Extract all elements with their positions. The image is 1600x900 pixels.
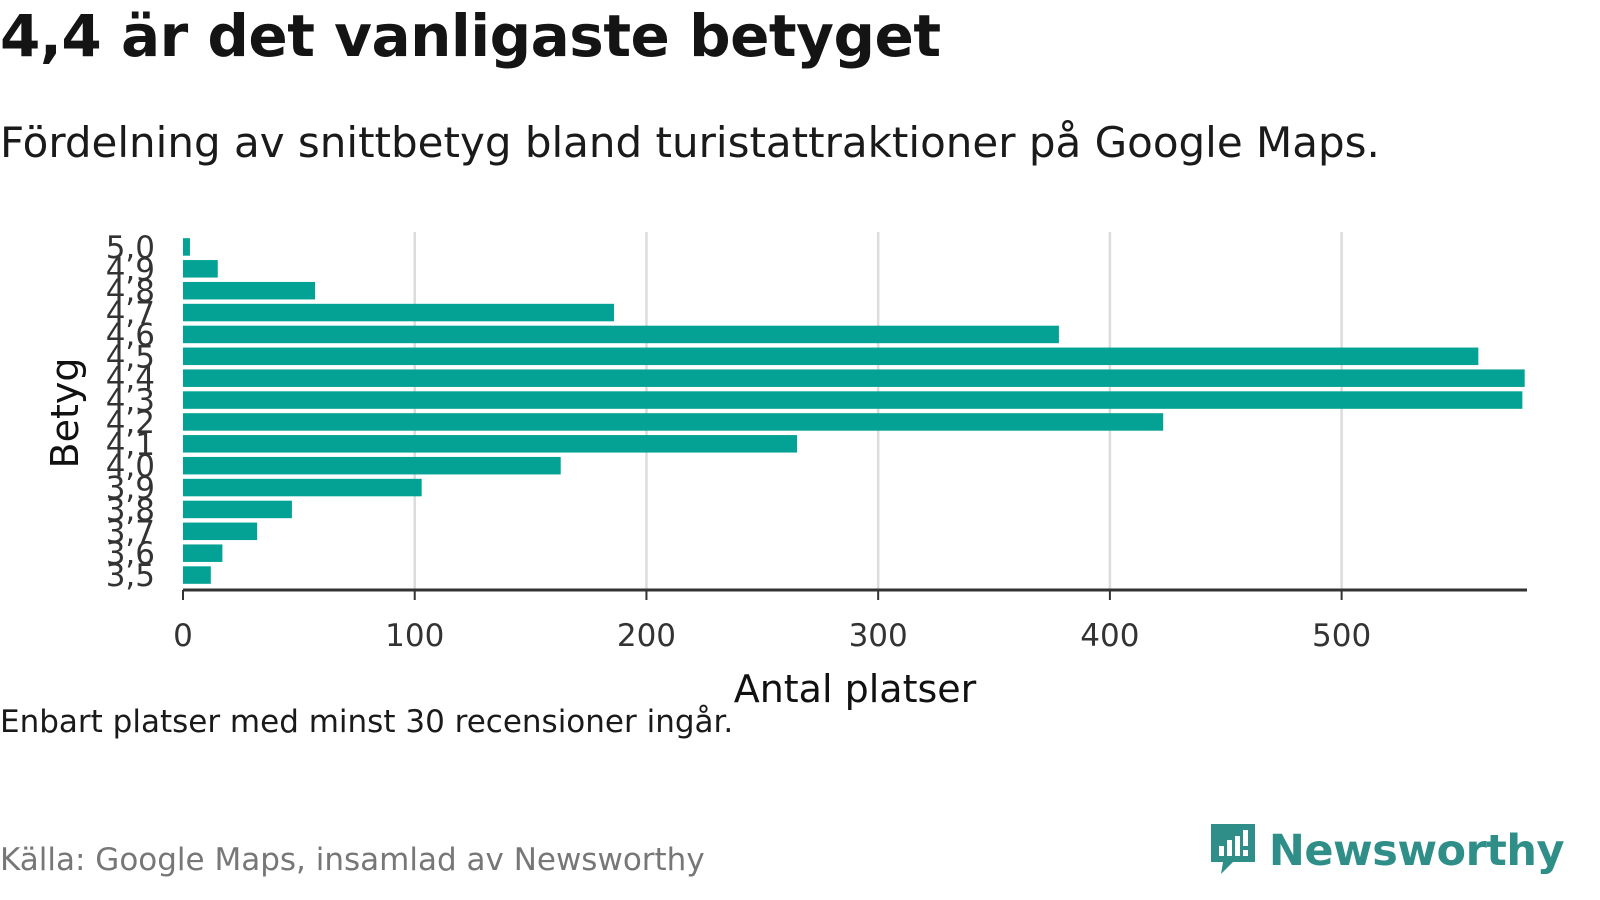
- x-tick-label: 0: [173, 618, 193, 654]
- bar-chart: 5,04,94,84,74,64,54,44,34,24,14,03,93,83…: [43, 230, 1527, 711]
- x-tick-label: 400: [1080, 618, 1139, 654]
- bar-5-0: [183, 238, 190, 256]
- grid-lines: [413, 232, 1343, 590]
- bar-4-5: [183, 347, 1479, 366]
- y-tick-label: 5,0: [106, 230, 155, 266]
- chart-title: 4,4 är det vanligaste betyget: [0, 2, 941, 70]
- bar-3-8: [183, 500, 292, 519]
- source-credit: Källa: Google Maps, insamlad av Newswort…: [0, 842, 705, 878]
- y-tick-label: 4,1: [106, 427, 155, 463]
- y-tick-label: 3,9: [106, 471, 155, 507]
- bar-3-5: [183, 566, 211, 584]
- bar-4-2: [183, 413, 1164, 431]
- bars: [183, 238, 1525, 584]
- y-tick-label: 4,6: [106, 317, 155, 353]
- y-tick-label: 3,5: [106, 558, 155, 594]
- bar-4-1: [183, 435, 798, 453]
- y-tick-label: 3,8: [106, 492, 155, 528]
- y-tick-label: 3,7: [106, 514, 155, 550]
- x-ticks: 0 100 200 300 400 500: [173, 590, 1371, 654]
- y-tick-label: 4,4: [106, 361, 155, 397]
- y-tick-label: 4,8: [106, 274, 155, 310]
- brand-name: Newsworthy: [1268, 826, 1565, 876]
- bar-4-7: [183, 303, 615, 322]
- x-tick-label: 500: [1312, 618, 1371, 654]
- bar-3-7: [183, 522, 258, 541]
- bar-4-3: [183, 391, 1523, 409]
- bar-4-8: [183, 281, 316, 300]
- newsworthy-logo-icon: [1207, 820, 1259, 882]
- bar-4-9: [183, 260, 218, 278]
- y-tick-label: 4,3: [106, 383, 155, 419]
- y-axis-title: Betyg: [43, 358, 87, 469]
- bar-4-4: [183, 369, 1525, 387]
- y-tick-labels: 5,04,94,84,74,64,54,44,34,24,14,03,93,83…: [106, 230, 155, 594]
- bar-4-6: [183, 325, 1059, 344]
- y-tick-label: 4,9: [106, 252, 155, 288]
- bar-3-6: [183, 544, 223, 562]
- y-tick-label: 4,2: [106, 405, 155, 441]
- x-axis-title: Antal platser: [734, 667, 977, 711]
- chart-subtitle: Fördelning av snittbetyg bland turistatt…: [0, 118, 1380, 167]
- bar-4-0: [183, 456, 561, 475]
- brand-logo: Newsworthy: [1207, 820, 1565, 882]
- y-tick-label: 4,7: [106, 296, 155, 332]
- x-tick-label: 200: [617, 618, 676, 654]
- y-tick-label: 4,5: [106, 339, 155, 375]
- x-tick-label: 100: [385, 618, 444, 654]
- chart-note: Enbart platser med minst 30 recensioner …: [0, 704, 734, 740]
- bar-3-9: [183, 478, 422, 497]
- y-tick-label: 4,0: [106, 449, 155, 485]
- y-tick-label: 3,6: [106, 536, 155, 572]
- x-tick-label: 300: [849, 618, 908, 654]
